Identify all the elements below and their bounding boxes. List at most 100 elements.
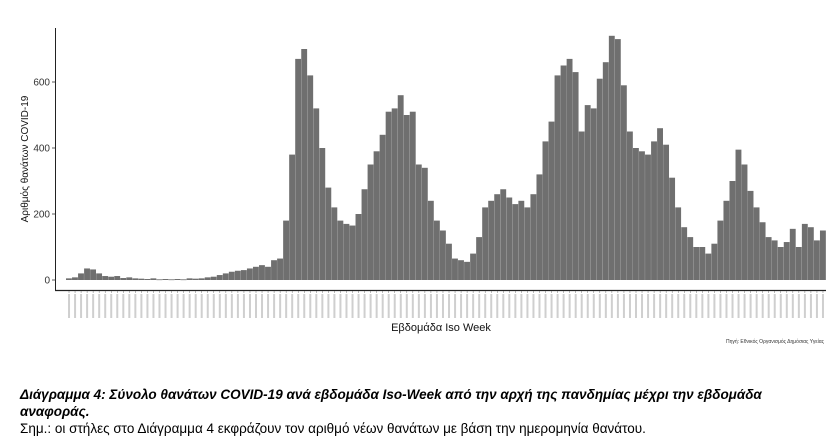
bar (687, 237, 694, 280)
x-tick-label-glyph (399, 294, 402, 318)
x-tick-label-glyph (441, 294, 444, 318)
x-tick-label-glyph (188, 294, 191, 318)
bar (554, 75, 561, 281)
source-note: Πηγή: Εθνικός Οργανισμός Δημόσιας Υγείας (726, 338, 825, 345)
x-tick-label-glyph (767, 294, 770, 318)
bar (626, 131, 633, 280)
bar (403, 115, 410, 280)
bar (114, 276, 121, 280)
bar (433, 220, 440, 280)
bar (651, 141, 657, 280)
x-tick-label-glyph (641, 294, 644, 318)
x-tick-label-glyph (375, 294, 378, 318)
bar (488, 200, 495, 280)
bar (204, 277, 211, 280)
x-tick-label-glyph (273, 294, 276, 318)
x-tick-label-glyph (556, 294, 559, 318)
bar (482, 207, 489, 280)
x-tick-label-glyph (339, 294, 342, 318)
bar (452, 258, 458, 280)
x-tick-label-glyph (616, 294, 619, 318)
bar (96, 273, 103, 280)
x-tick-label-glyph (242, 294, 245, 318)
bar (669, 177, 676, 280)
x-tick-label-glyph (821, 294, 824, 318)
x-tick-label-glyph (797, 294, 800, 318)
bar (458, 260, 464, 280)
bar (132, 278, 139, 280)
bar (228, 271, 235, 280)
x-tick-label-glyph (707, 294, 710, 318)
bar (156, 279, 163, 281)
bar (765, 237, 772, 280)
x-tick-label-glyph (622, 294, 625, 318)
x-tick-label-glyph (532, 294, 535, 318)
x-tick-label-glyph (363, 294, 366, 318)
bar (819, 230, 826, 280)
bar (795, 247, 802, 280)
bar (560, 65, 567, 280)
x-tick-label-glyph (158, 294, 161, 318)
x-tick-label-glyph (230, 294, 233, 318)
x-tick-label-glyph (267, 294, 270, 318)
x-tick-label-glyph (369, 294, 372, 318)
bar (367, 164, 374, 280)
bar (409, 111, 416, 280)
bar (240, 270, 247, 280)
x-tick-label-glyph (478, 294, 481, 318)
bar (572, 72, 579, 280)
x-tick-label-glyph (598, 294, 601, 318)
bar (639, 151, 645, 280)
x-tick-label-glyph (653, 294, 656, 318)
x-tick-label-glyph (122, 294, 125, 318)
bars-group (66, 35, 826, 281)
bar (162, 279, 169, 280)
bar (542, 141, 549, 280)
bar (427, 200, 434, 280)
y-tick-label: 200 (33, 210, 50, 221)
x-tick-label-glyph (170, 294, 173, 318)
bar (349, 225, 356, 280)
x-tick-label-glyph (279, 294, 282, 318)
x-tick-label-glyph (152, 294, 155, 318)
bar (385, 111, 392, 280)
x-tick-label-glyph (592, 294, 595, 318)
x-tick-label-glyph (285, 294, 288, 318)
x-tick-label-glyph (514, 294, 517, 318)
bar (168, 279, 175, 281)
x-tick-label-glyph (327, 294, 330, 318)
bar (331, 207, 338, 280)
bar (84, 268, 90, 280)
bar (753, 207, 760, 280)
x-tick-label-glyph (628, 294, 631, 318)
bar (657, 128, 663, 280)
bar (584, 105, 591, 280)
x-tick-label-glyph (146, 294, 149, 318)
x-tick-label-glyph (454, 294, 457, 318)
x-tick-label-glyph (200, 294, 203, 318)
bar (602, 62, 609, 281)
bar (590, 108, 597, 281)
bar (283, 220, 290, 280)
bar (186, 278, 193, 280)
x-tick-label-glyph (677, 294, 680, 318)
x-tick-label-glyph (683, 294, 686, 318)
bar (470, 253, 477, 280)
bar (663, 144, 670, 280)
x-tick-label-glyph (315, 294, 318, 318)
bar (180, 279, 187, 281)
x-tick-label-glyph (411, 294, 414, 318)
x-tick-label-glyph (303, 294, 306, 318)
bar (608, 35, 615, 280)
bar (741, 164, 748, 280)
bar (777, 247, 784, 280)
x-tick-label-glyph (423, 294, 426, 318)
bar (506, 197, 513, 280)
x-tick-label-glyph (466, 294, 469, 318)
bar (717, 220, 724, 280)
x-tick-label-glyph (182, 294, 185, 318)
bar (78, 273, 84, 280)
bar (421, 167, 428, 280)
bar (759, 222, 766, 280)
x-tick-label-glyph (610, 294, 613, 318)
